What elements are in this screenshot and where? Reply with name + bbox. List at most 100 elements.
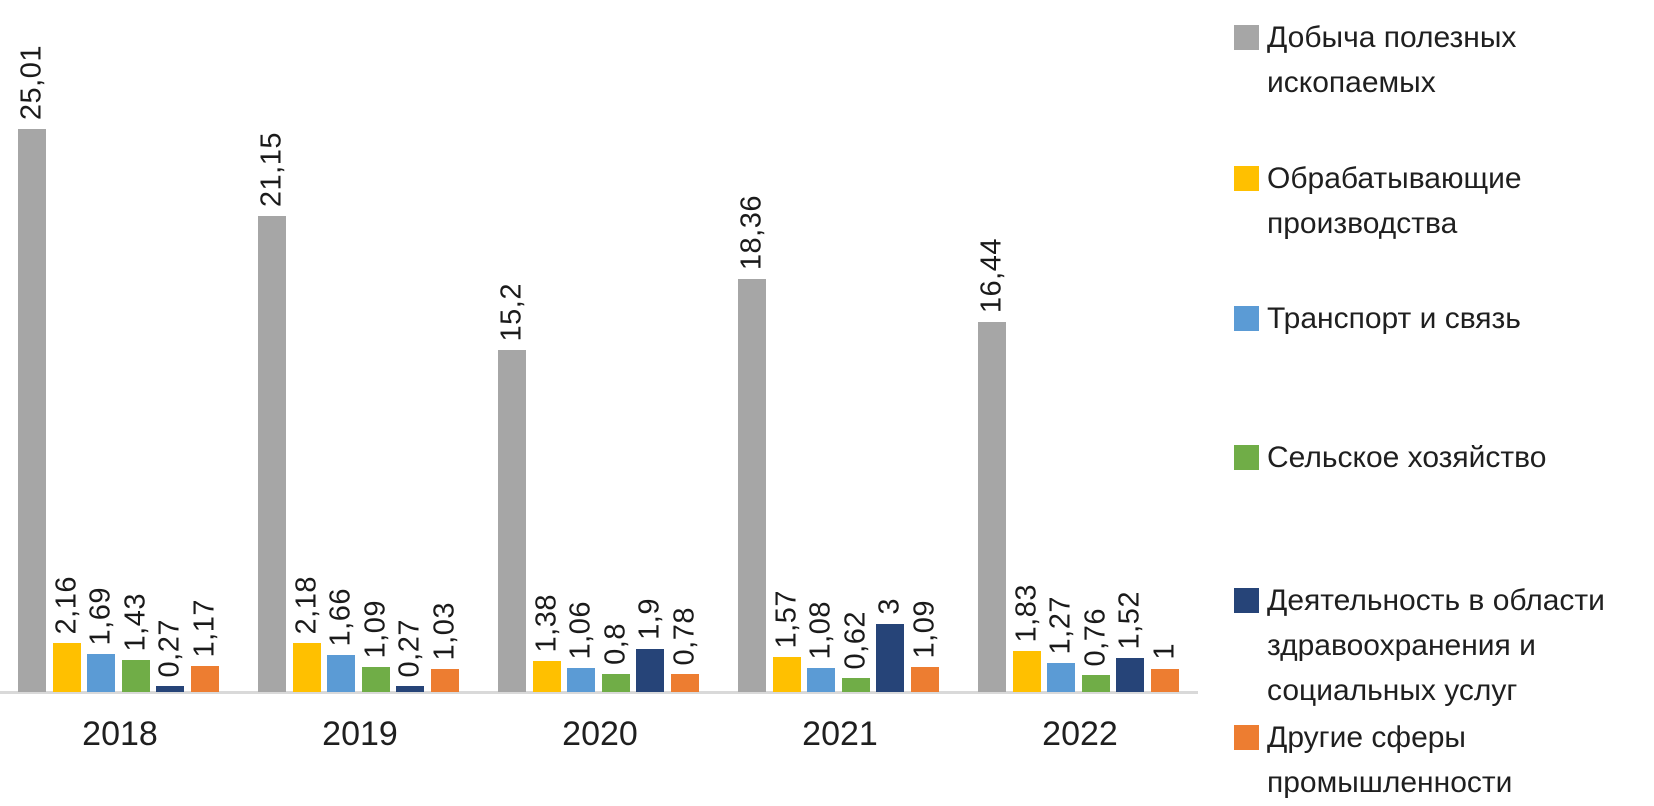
bar-rect [876, 624, 904, 692]
bar-rect [1047, 663, 1075, 692]
bar-transport-2019: 1,66 [324, 92, 357, 692]
plot-area: 25,01 2,16 1,69 1,43 0,27 1,17 21,15 2,18 1,66 1,… [0, 44, 1198, 753]
legend-label: Деятельность в области здравоохранения и с… [1267, 578, 1605, 713]
bar-value-label: 16,44 [975, 237, 1008, 313]
legend-label-line: Транспорт и связь [1267, 302, 1521, 335]
bar-value-label: 25,01 [15, 44, 48, 120]
bar-manufacturing-2018: 2,16 [50, 92, 83, 692]
bar-mining-2021: 18,36 [735, 92, 768, 692]
legend-item-healthcare: Деятельность в области здравоохранения и с… [1228, 578, 1605, 713]
bar-transport-2018: 1,69 [84, 92, 117, 692]
legend-swatch-agriculture [1234, 445, 1259, 470]
bar-rect [567, 668, 595, 692]
bar-value-label: 1,09 [908, 599, 941, 658]
legend-label-line: социальных услуг [1267, 674, 1518, 707]
bar-value-label: 2,16 [50, 575, 83, 634]
bar-rect [1082, 675, 1110, 692]
legend-item-other-industries: Другие сферы промышленности [1228, 715, 1512, 805]
bar-rect [362, 667, 390, 692]
bar-value-label: 1,66 [324, 587, 357, 646]
bar-value-label: 3 [873, 598, 906, 615]
bar-value-label: 1,06 [564, 600, 597, 659]
legend-label-line: здравоохранения и [1267, 629, 1536, 662]
legend-label: Сельское хозяйство [1267, 435, 1546, 480]
bar-value-label: 21,15 [255, 131, 288, 207]
bar-rect [533, 661, 561, 692]
bar-rect [636, 649, 664, 692]
bar-rect [1013, 651, 1041, 692]
bar-value-label: 18,36 [735, 194, 768, 270]
legend-item-agriculture: Сельское хозяйство [1228, 435, 1546, 480]
bar-manufacturing-2020: 1,38 [530, 92, 563, 692]
bar-value-label: 0,27 [393, 618, 426, 677]
legend-label: Транспорт и связь [1267, 296, 1521, 341]
legend-label-line: Другие сферы [1267, 721, 1466, 754]
bar-healthcare-2018: 0,27 [153, 92, 186, 692]
bar-value-label: 1,43 [119, 592, 152, 651]
category-label-2020: 2020 [562, 715, 638, 753]
legend: Добыча полезных ископаемых Обрабатывающие п… [1228, 0, 1654, 806]
bar-value-label: 0,27 [153, 618, 186, 677]
bar-value-label: 1,03 [428, 601, 461, 660]
bar-healthcare-2021: 3 [873, 92, 906, 692]
bar-value-label: 1,08 [804, 600, 837, 659]
bar-agriculture-2018: 1,43 [119, 92, 152, 692]
bar-rect [498, 350, 526, 692]
bar-rect [396, 686, 424, 692]
bar-healthcare-2022: 1,52 [1113, 92, 1146, 692]
bar-value-label: 1,27 [1044, 595, 1077, 654]
bar-value-label: 1,83 [1010, 583, 1043, 642]
bar-rect [1116, 658, 1144, 692]
legend-label: Обрабатывающие производства [1267, 156, 1522, 246]
bar-value-label: 1,09 [359, 599, 392, 658]
category-label-2021: 2021 [802, 715, 878, 753]
bar-mining-2020: 15,2 [496, 92, 528, 692]
bar-rect [978, 322, 1006, 692]
bar-other-industries-2019: 1,03 [428, 92, 461, 692]
bar-value-label: 1,9 [633, 598, 666, 640]
bar-manufacturing-2021: 1,57 [770, 92, 803, 692]
bar-agriculture-2022: 0,76 [1079, 92, 1112, 692]
bar-value-label: 0,76 [1079, 607, 1112, 666]
bar-value-label: 0,62 [839, 610, 872, 669]
bar-rect [258, 216, 286, 692]
bar-rect [191, 666, 219, 692]
bar-other-industries-2022: 1 [1149, 92, 1181, 692]
bar-agriculture-2020: 0,8 [600, 92, 632, 692]
bar-other-industries-2020: 0,78 [668, 92, 701, 692]
bar-rect [1151, 669, 1179, 692]
bar-other-industries-2021: 1,09 [908, 92, 941, 692]
bar-rect [911, 667, 939, 692]
legend-label-line: промышленности [1267, 766, 1513, 799]
bar-rect [842, 678, 870, 692]
bar-rect [156, 686, 184, 692]
bar-rect [122, 660, 150, 692]
bar-rect [773, 657, 801, 692]
bar-agriculture-2021: 0,62 [839, 92, 872, 692]
bar-value-label: 1,38 [530, 593, 563, 652]
x-axis-line [0, 691, 1198, 694]
legend-label-line: Обрабатывающие [1267, 162, 1522, 195]
legend-label-line: производства [1267, 207, 1458, 240]
bar-value-label: 1,52 [1113, 590, 1146, 649]
bar-rect [807, 668, 835, 692]
bar-value-label: 1,57 [770, 589, 803, 648]
bar-transport-2021: 1,08 [804, 92, 837, 692]
legend-label-line: Добыча полезных [1267, 21, 1517, 54]
bar-healthcare-2020: 1,9 [633, 92, 666, 692]
category-label-2019: 2019 [322, 715, 398, 753]
bar-mining-2019: 21,15 [255, 92, 288, 692]
legend-swatch-transport [1234, 306, 1259, 331]
category-label-2018: 2018 [82, 715, 158, 753]
bar-other-industries-2018: 1,17 [189, 92, 221, 692]
bar-rect [53, 643, 81, 692]
bar-rect [671, 674, 699, 692]
bar-value-label: 1,69 [84, 586, 117, 645]
bar-manufacturing-2022: 1,83 [1010, 92, 1043, 692]
bar-transport-2020: 1,06 [564, 92, 597, 692]
bar-value-label: 0,78 [668, 606, 701, 665]
legend-label: Добыча полезных ископаемых [1267, 15, 1516, 105]
bar-rect [602, 674, 630, 692]
legend-swatch-other-industries [1234, 725, 1259, 750]
legend-swatch-healthcare [1234, 588, 1259, 613]
